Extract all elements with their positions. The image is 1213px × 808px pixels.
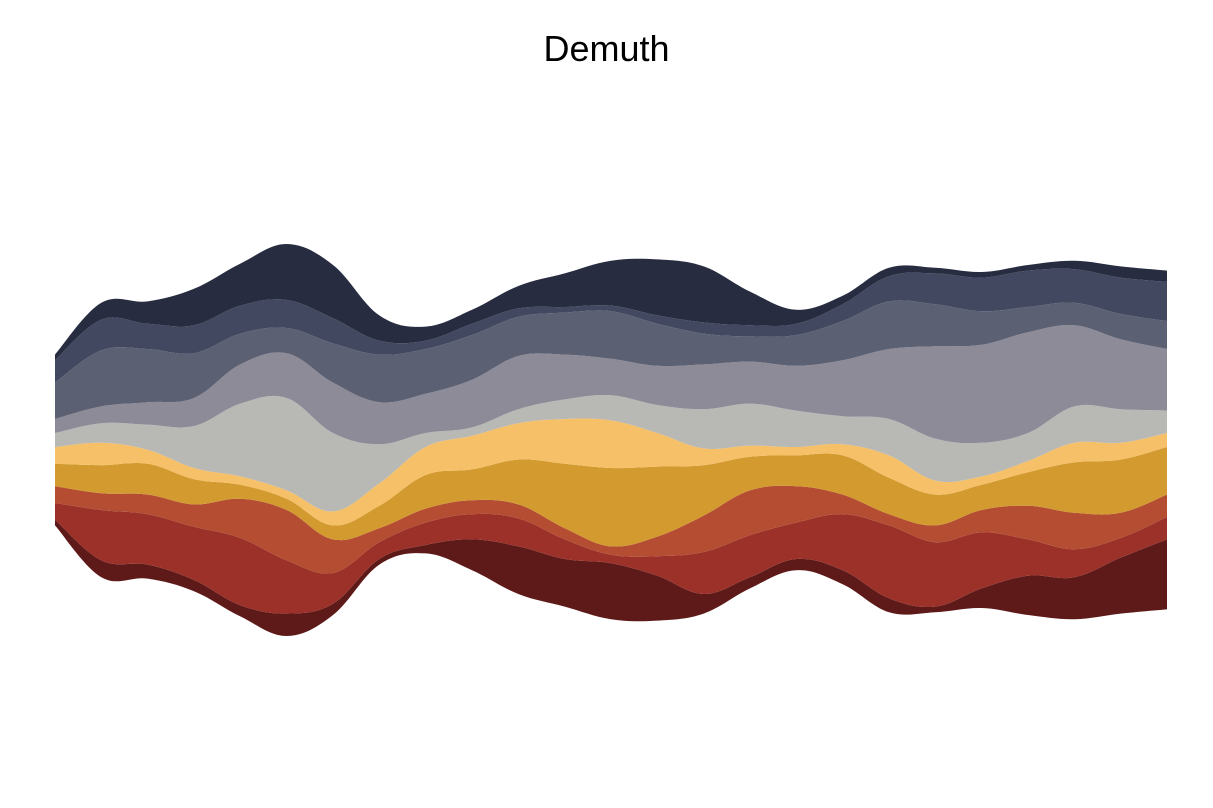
stream-layers <box>55 243 1167 637</box>
stream-layer-1 <box>55 519 1167 637</box>
stream-layer-2 <box>55 503 1167 614</box>
stream-layer-6 <box>55 394 1167 512</box>
stream-layer-5 <box>55 418 1167 526</box>
stream-layer-9 <box>55 268 1167 383</box>
stream-layer-8 <box>55 300 1167 419</box>
stream-layer-10 <box>55 243 1167 361</box>
chart-title: Demuth <box>543 28 670 69</box>
stream-layer-7 <box>55 324 1167 445</box>
stream-layer-4 <box>55 447 1167 547</box>
stream-layer-3 <box>55 485 1167 574</box>
